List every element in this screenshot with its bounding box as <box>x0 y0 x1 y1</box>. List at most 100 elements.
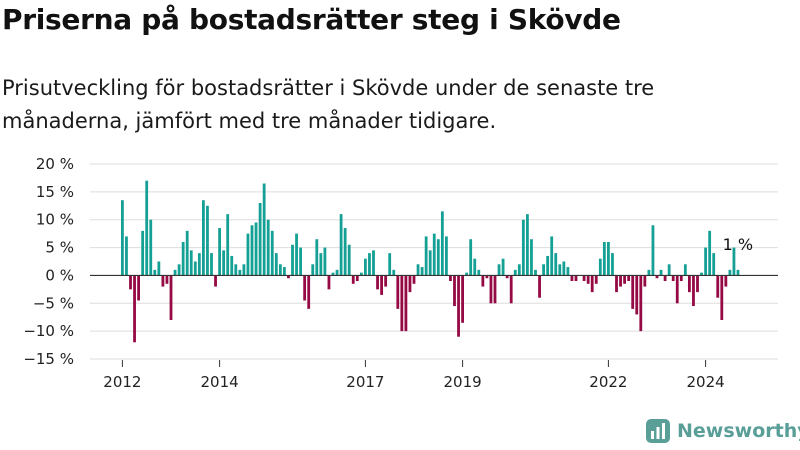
y-tick-label: 15 % <box>36 183 74 201</box>
bar <box>449 275 452 281</box>
y-tick-label: 5 % <box>45 239 74 257</box>
bar <box>181 242 185 276</box>
bar <box>283 267 286 276</box>
bar <box>343 228 347 276</box>
bar <box>157 261 161 276</box>
bar <box>287 275 290 279</box>
bar <box>193 261 197 276</box>
bar <box>133 275 136 343</box>
bar <box>635 275 639 315</box>
bar <box>173 269 177 276</box>
bar <box>631 275 635 309</box>
brand-logo: Newsworthy <box>645 418 800 444</box>
bar <box>708 230 712 276</box>
bar <box>534 269 537 276</box>
bar <box>380 275 383 295</box>
bar <box>469 239 473 276</box>
x-tick-label: 2014 <box>201 373 239 391</box>
bar <box>161 275 165 287</box>
bar <box>679 275 683 281</box>
bar <box>667 264 671 276</box>
bar <box>218 228 221 276</box>
bar <box>615 275 618 293</box>
bar <box>501 258 505 276</box>
bar <box>651 225 655 276</box>
last-value-label: 1 % <box>723 235 753 254</box>
bar <box>121 200 124 276</box>
bar <box>517 264 521 276</box>
bar <box>125 236 128 276</box>
bar <box>720 275 724 320</box>
bar <box>700 272 703 276</box>
bar <box>542 264 545 276</box>
bar <box>420 267 424 276</box>
bar <box>274 253 278 276</box>
y-tick-label: 20 % <box>36 155 74 173</box>
bar <box>497 264 501 276</box>
bar <box>659 269 663 276</box>
bar <box>546 255 550 276</box>
bar <box>675 275 679 304</box>
bar <box>222 250 226 276</box>
bar <box>384 275 388 287</box>
bar <box>351 275 355 284</box>
bar <box>489 275 493 304</box>
x-tick-label: 2017 <box>346 373 384 391</box>
bar <box>339 214 343 276</box>
bar <box>408 275 412 293</box>
bar <box>453 275 456 307</box>
bar <box>319 253 323 276</box>
bar <box>716 275 720 298</box>
y-tick-label: −15 % <box>23 350 74 368</box>
bar <box>210 253 213 276</box>
bar <box>323 247 327 276</box>
bar <box>392 269 396 276</box>
bar <box>315 239 319 276</box>
bar <box>663 275 667 281</box>
bar <box>254 222 258 276</box>
bar <box>627 275 631 281</box>
bar <box>331 272 335 276</box>
bar <box>202 200 205 276</box>
bar <box>505 275 509 279</box>
bar <box>311 264 315 276</box>
bar <box>562 261 566 276</box>
bar <box>432 233 436 276</box>
bar <box>481 275 485 287</box>
bar <box>303 275 307 301</box>
bar <box>440 211 444 276</box>
bar <box>428 250 432 276</box>
bar <box>129 275 132 290</box>
bar <box>594 275 598 284</box>
y-axis-ticks: 20 % 15 % 10 % 5 % 0 % −5 % −10 % −15 % <box>23 155 74 368</box>
bar <box>359 272 363 276</box>
bar <box>473 258 477 276</box>
x-tick-label: 2012 <box>103 373 141 391</box>
bar <box>266 219 270 276</box>
bar <box>623 275 626 284</box>
bar <box>355 275 359 281</box>
bar <box>586 275 590 284</box>
bar <box>736 269 740 276</box>
x-tick-label: 2022 <box>589 373 627 391</box>
bar <box>412 275 416 284</box>
bar <box>582 275 586 281</box>
chart-title: Priserna på bostadsrätter steg i Skövde <box>2 3 621 36</box>
newsworthy-logo-icon <box>646 419 670 443</box>
bar <box>724 275 728 287</box>
bar <box>368 253 371 276</box>
bar <box>550 236 554 276</box>
bar <box>424 236 428 276</box>
bar <box>602 242 606 276</box>
bar <box>388 253 392 276</box>
bar <box>404 275 408 332</box>
bar <box>189 250 193 276</box>
bar <box>153 269 157 276</box>
bar <box>400 275 404 332</box>
bar <box>246 233 250 276</box>
bar <box>574 275 578 281</box>
bar <box>509 275 513 304</box>
bar <box>688 275 691 293</box>
bar <box>521 219 525 276</box>
bar <box>376 275 379 290</box>
